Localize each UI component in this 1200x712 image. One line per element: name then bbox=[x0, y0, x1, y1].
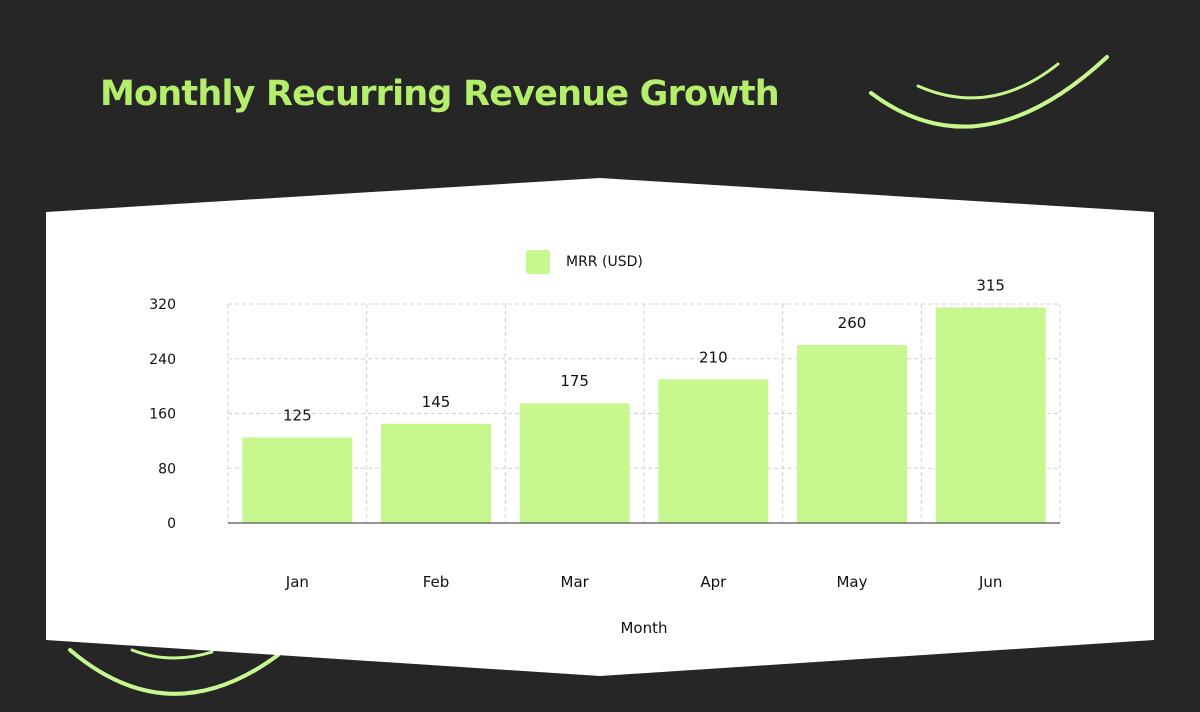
top-arc-outer bbox=[869, 55, 1109, 129]
bar-apr bbox=[658, 379, 769, 523]
legend-swatch bbox=[526, 250, 550, 274]
legend-label: MRR (USD) bbox=[566, 254, 643, 270]
y-tick-label: 320 bbox=[149, 297, 176, 313]
bar-may bbox=[797, 345, 907, 523]
y-tick-label: 80 bbox=[158, 461, 176, 477]
x-axis-title: Month bbox=[620, 619, 667, 637]
bar-jan bbox=[242, 437, 353, 523]
x-tick-label: May bbox=[836, 573, 867, 591]
data-label: 175 bbox=[560, 372, 589, 390]
bar-feb bbox=[381, 423, 491, 523]
y-tick-label: 240 bbox=[149, 352, 176, 368]
x-tick-label: Feb bbox=[423, 573, 450, 591]
x-tick-label: Apr bbox=[700, 573, 727, 591]
data-label: 210 bbox=[699, 348, 728, 366]
y-tick-label: 0 bbox=[167, 516, 176, 532]
x-tick-label: Mar bbox=[561, 573, 590, 591]
bar-mar bbox=[519, 403, 630, 523]
data-label: 125 bbox=[283, 406, 312, 424]
data-label: 260 bbox=[838, 314, 867, 332]
x-tick-label: Jan bbox=[285, 573, 309, 591]
y-tick-label: 160 bbox=[149, 407, 176, 423]
bottom-arc-outer bbox=[68, 648, 280, 696]
data-label: 145 bbox=[422, 393, 451, 411]
top-arc-inner bbox=[916, 62, 1060, 100]
x-tick-label: Jun bbox=[978, 573, 1002, 591]
data-label: 315 bbox=[976, 276, 1005, 294]
bar-jun bbox=[935, 307, 1046, 523]
bottom-arc-inner bbox=[130, 648, 214, 660]
page-title: Monthly Recurring Revenue Growth bbox=[100, 74, 780, 114]
